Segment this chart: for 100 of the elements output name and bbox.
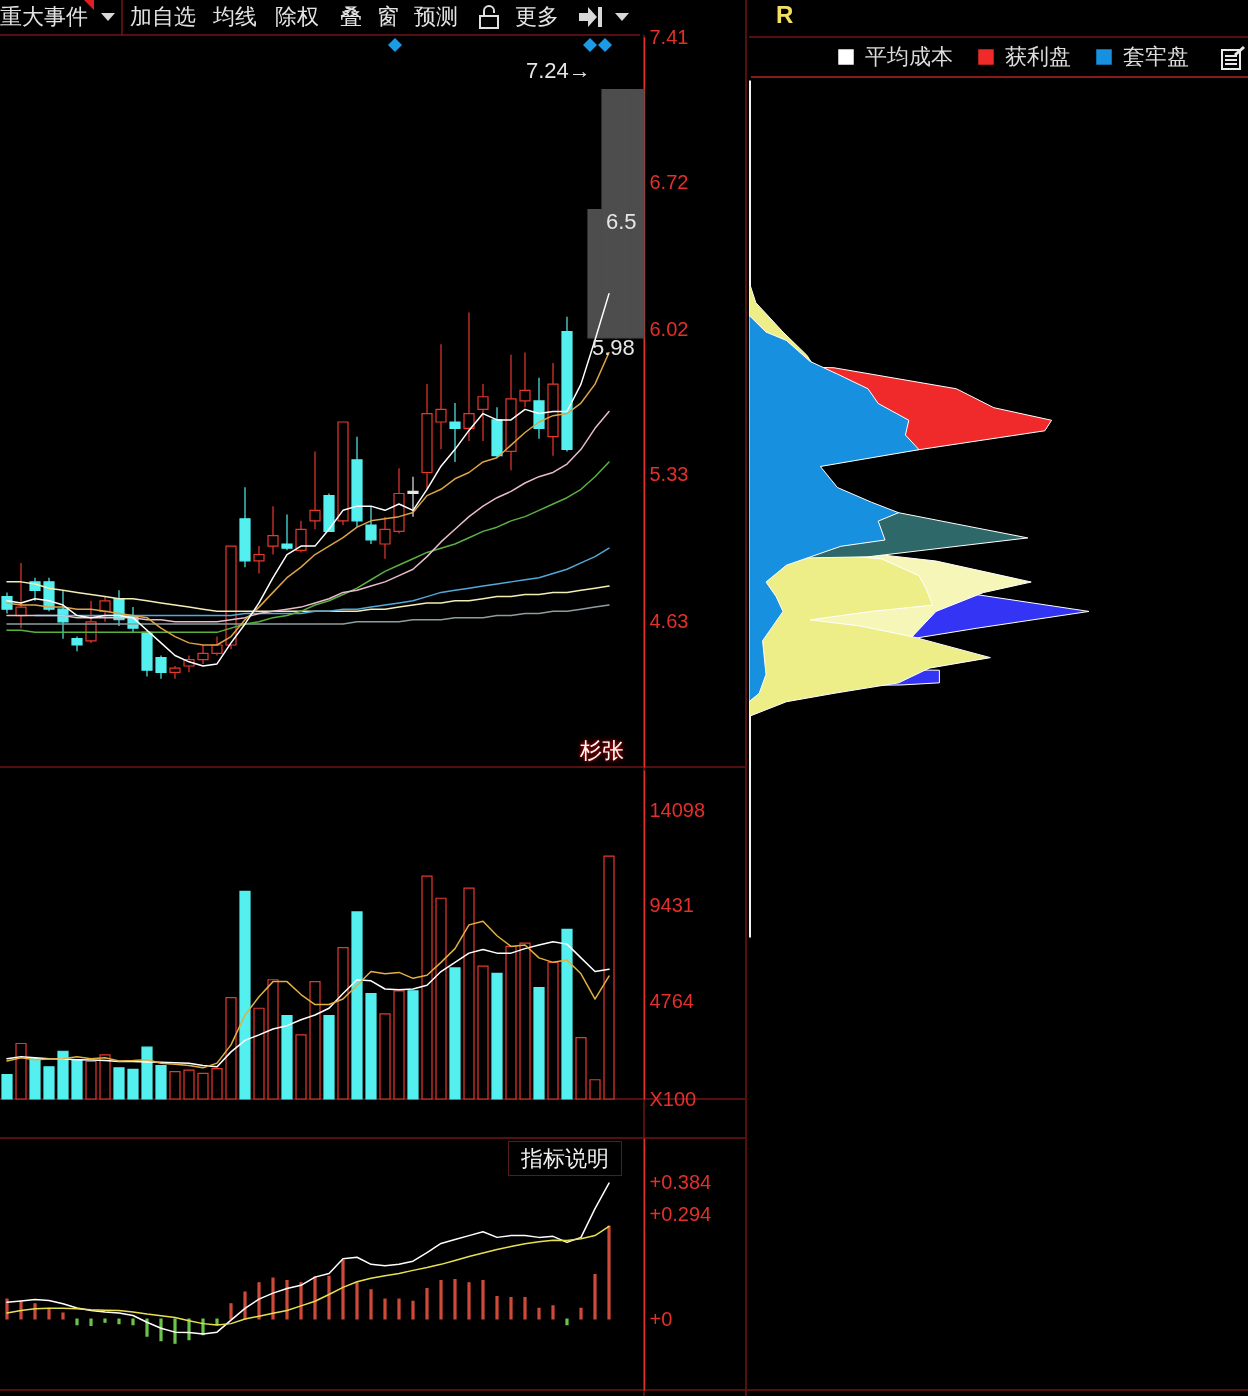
bar xyxy=(449,967,461,1100)
bar xyxy=(285,1280,289,1320)
bar xyxy=(197,1072,209,1100)
bar xyxy=(467,1282,471,1320)
bar xyxy=(365,992,377,1100)
text: 均线 xyxy=(213,3,257,31)
bar xyxy=(575,1036,587,1100)
bar xyxy=(267,979,279,1100)
candlestick xyxy=(99,596,111,623)
candlestick xyxy=(211,635,223,657)
y-tick-label: 4764 xyxy=(649,989,694,1012)
bar xyxy=(383,1298,387,1320)
candlestick xyxy=(365,505,377,545)
bar xyxy=(127,1068,139,1100)
bar xyxy=(547,961,559,1100)
bar xyxy=(537,1307,541,1320)
bar xyxy=(57,1050,69,1100)
bar xyxy=(103,1318,107,1323)
bar xyxy=(85,1060,97,1100)
bar xyxy=(323,1015,335,1100)
annotation: 杉张 xyxy=(580,738,624,764)
bar xyxy=(299,1282,303,1320)
bar xyxy=(239,890,251,1100)
bar xyxy=(229,1303,233,1320)
bar xyxy=(117,1318,121,1325)
y-tick-label: +0 xyxy=(649,1307,673,1330)
text: 预测 xyxy=(414,3,458,31)
bar xyxy=(257,1282,261,1320)
bar xyxy=(477,965,489,1100)
line-series xyxy=(6,1225,610,1326)
candlestick xyxy=(267,505,279,556)
bar xyxy=(523,1297,527,1320)
candlestick xyxy=(309,450,321,530)
bar xyxy=(131,1318,135,1326)
bar xyxy=(99,1054,111,1100)
candlestick xyxy=(463,311,475,442)
bar xyxy=(309,981,321,1100)
bar xyxy=(411,1300,415,1320)
bar xyxy=(183,1069,195,1100)
bar xyxy=(295,1034,307,1100)
candlestick xyxy=(281,513,293,551)
y-tick-label: 7.41 xyxy=(649,25,689,48)
bar xyxy=(211,1068,223,1100)
candlestick xyxy=(407,476,419,518)
y-tick-label: 14098 xyxy=(649,798,706,821)
bar xyxy=(29,1058,41,1100)
bar xyxy=(593,1274,597,1320)
text: 更多 xyxy=(515,3,559,31)
annotation: 6.5 xyxy=(606,209,637,235)
bar xyxy=(397,1298,401,1320)
text: 除权 xyxy=(275,3,319,31)
text: R xyxy=(776,1,794,29)
bar xyxy=(341,1259,345,1320)
bar xyxy=(113,1067,125,1100)
y-tick-label: 5.33 xyxy=(649,463,689,486)
bar xyxy=(425,1287,429,1320)
bar xyxy=(47,1307,51,1320)
bar xyxy=(351,911,363,1100)
bar xyxy=(505,945,517,1100)
y-tick-label: 6.72 xyxy=(649,170,689,193)
bar xyxy=(463,887,475,1100)
bar xyxy=(61,1312,65,1320)
text: 叠 xyxy=(340,3,362,31)
bar xyxy=(579,1307,583,1320)
y-tick-label: 9431 xyxy=(649,894,694,917)
bar xyxy=(491,972,503,1100)
text: 窗 xyxy=(377,3,399,31)
bar xyxy=(1,1074,13,1100)
bar xyxy=(393,990,405,1100)
bar xyxy=(281,1015,293,1100)
candlestick xyxy=(449,402,461,463)
bar xyxy=(495,1296,499,1320)
candlestick xyxy=(169,665,181,680)
bar xyxy=(481,1280,485,1320)
candlestick xyxy=(295,520,307,554)
bar xyxy=(453,1279,457,1320)
bar xyxy=(561,928,573,1100)
legend-label: 套牢盘 xyxy=(1123,44,1189,69)
bar xyxy=(71,1059,83,1100)
candlestick xyxy=(197,644,209,665)
bar xyxy=(225,997,237,1100)
candlestick xyxy=(253,545,265,575)
bar xyxy=(421,875,433,1100)
y-tick-label: 4.63 xyxy=(649,610,689,633)
bar xyxy=(75,1318,79,1326)
bar xyxy=(435,897,447,1100)
bar xyxy=(159,1318,163,1342)
bar xyxy=(509,1297,513,1320)
bar xyxy=(15,1042,27,1100)
bar xyxy=(379,1013,391,1100)
bar xyxy=(253,1007,265,1100)
bar xyxy=(337,947,349,1100)
bar xyxy=(271,1277,275,1320)
text: 加自选 xyxy=(130,3,196,31)
bar xyxy=(89,1318,93,1326)
bar xyxy=(43,1066,55,1100)
legend-label: 平均成本 xyxy=(865,44,953,69)
y-tick-label: X100 xyxy=(649,1087,697,1110)
bar xyxy=(155,1065,167,1100)
y-tick-label: +0.294 xyxy=(649,1203,712,1226)
